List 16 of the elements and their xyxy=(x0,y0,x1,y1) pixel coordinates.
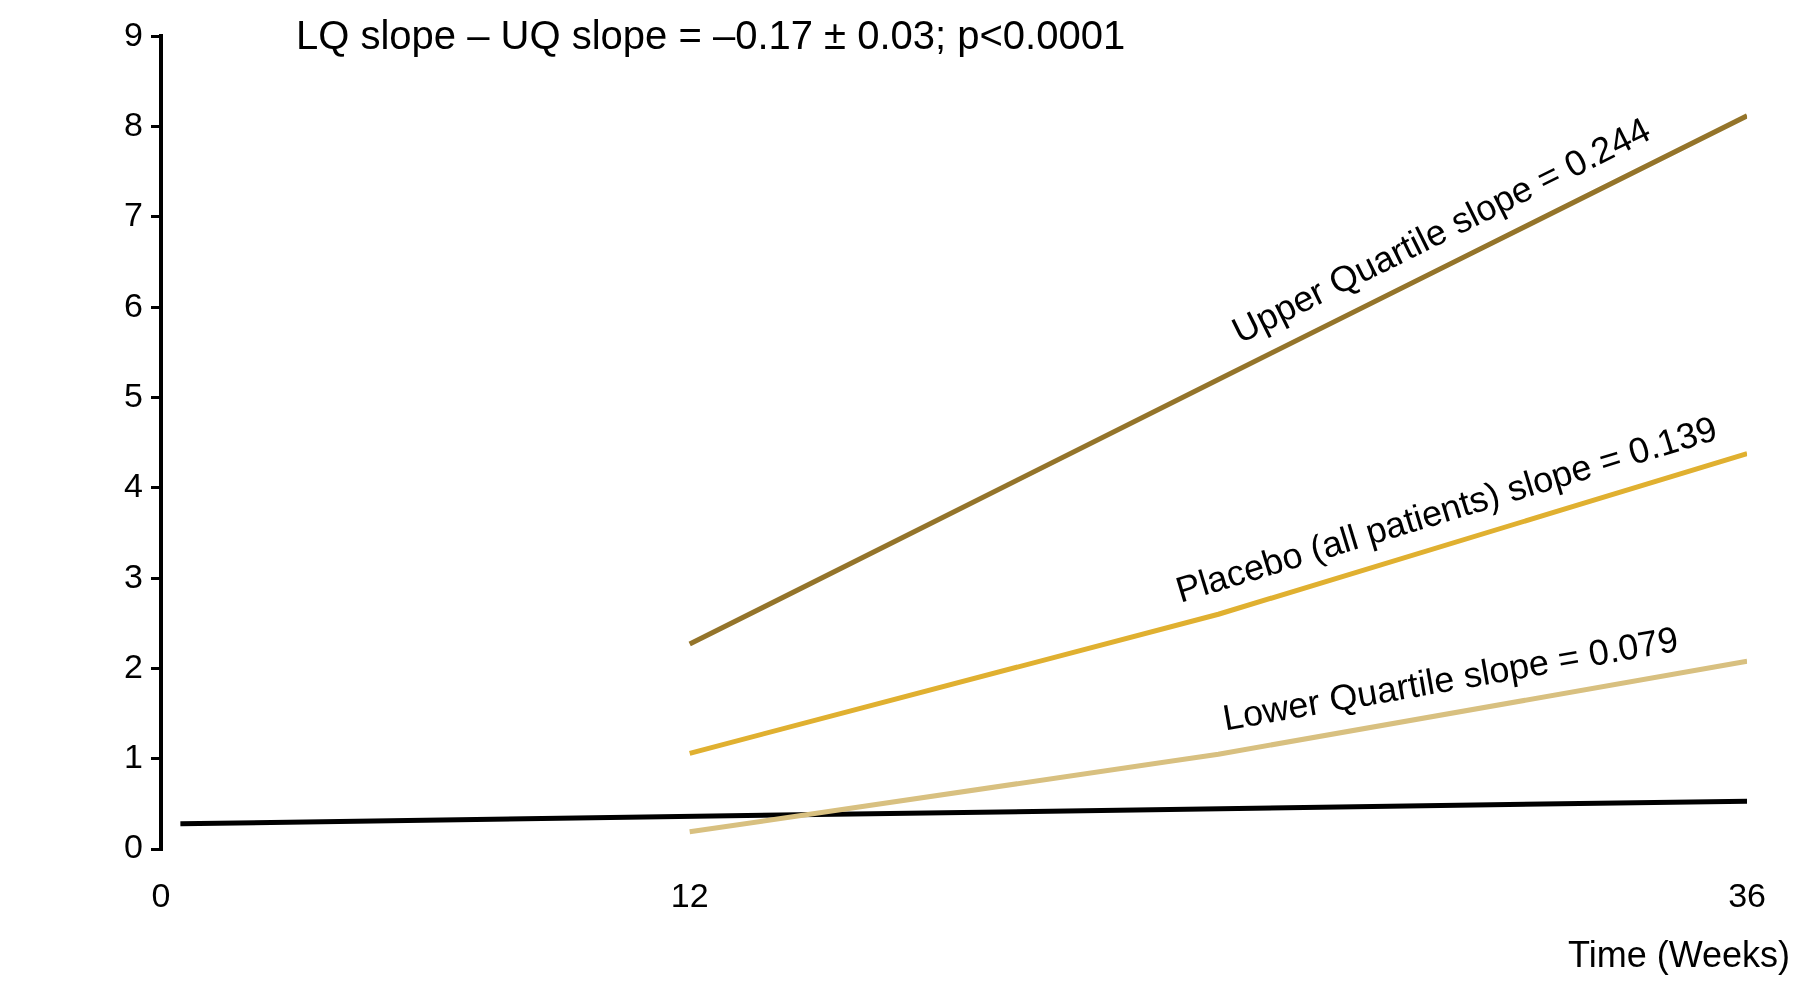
y-tick-label: 1 xyxy=(124,737,143,776)
y-tick-label: 0 xyxy=(124,827,143,866)
y-tick-label: 2 xyxy=(124,646,143,685)
x-tick-label: 0 xyxy=(151,875,171,914)
x-tick-label: 36 xyxy=(1728,875,1766,914)
y-tick-label: 5 xyxy=(124,375,143,414)
y-tick-label: 9 xyxy=(124,14,143,53)
x-axis-title: Time (Weeks) xyxy=(1567,933,1790,975)
y-tick-label: 6 xyxy=(124,285,143,324)
y-tick-label: 8 xyxy=(124,105,143,144)
annotation: Lower Quartile slope = 0.079 xyxy=(1219,618,1682,739)
y-tick-label: 4 xyxy=(124,466,143,505)
y-tick-label: 7 xyxy=(124,195,143,234)
y-tick-label: 3 xyxy=(124,556,143,595)
x-tick-label: 12 xyxy=(670,875,709,914)
chart-title: LQ slope – UQ slope = –0.17 ± 0.03; p<0.0001 xyxy=(296,13,1126,58)
